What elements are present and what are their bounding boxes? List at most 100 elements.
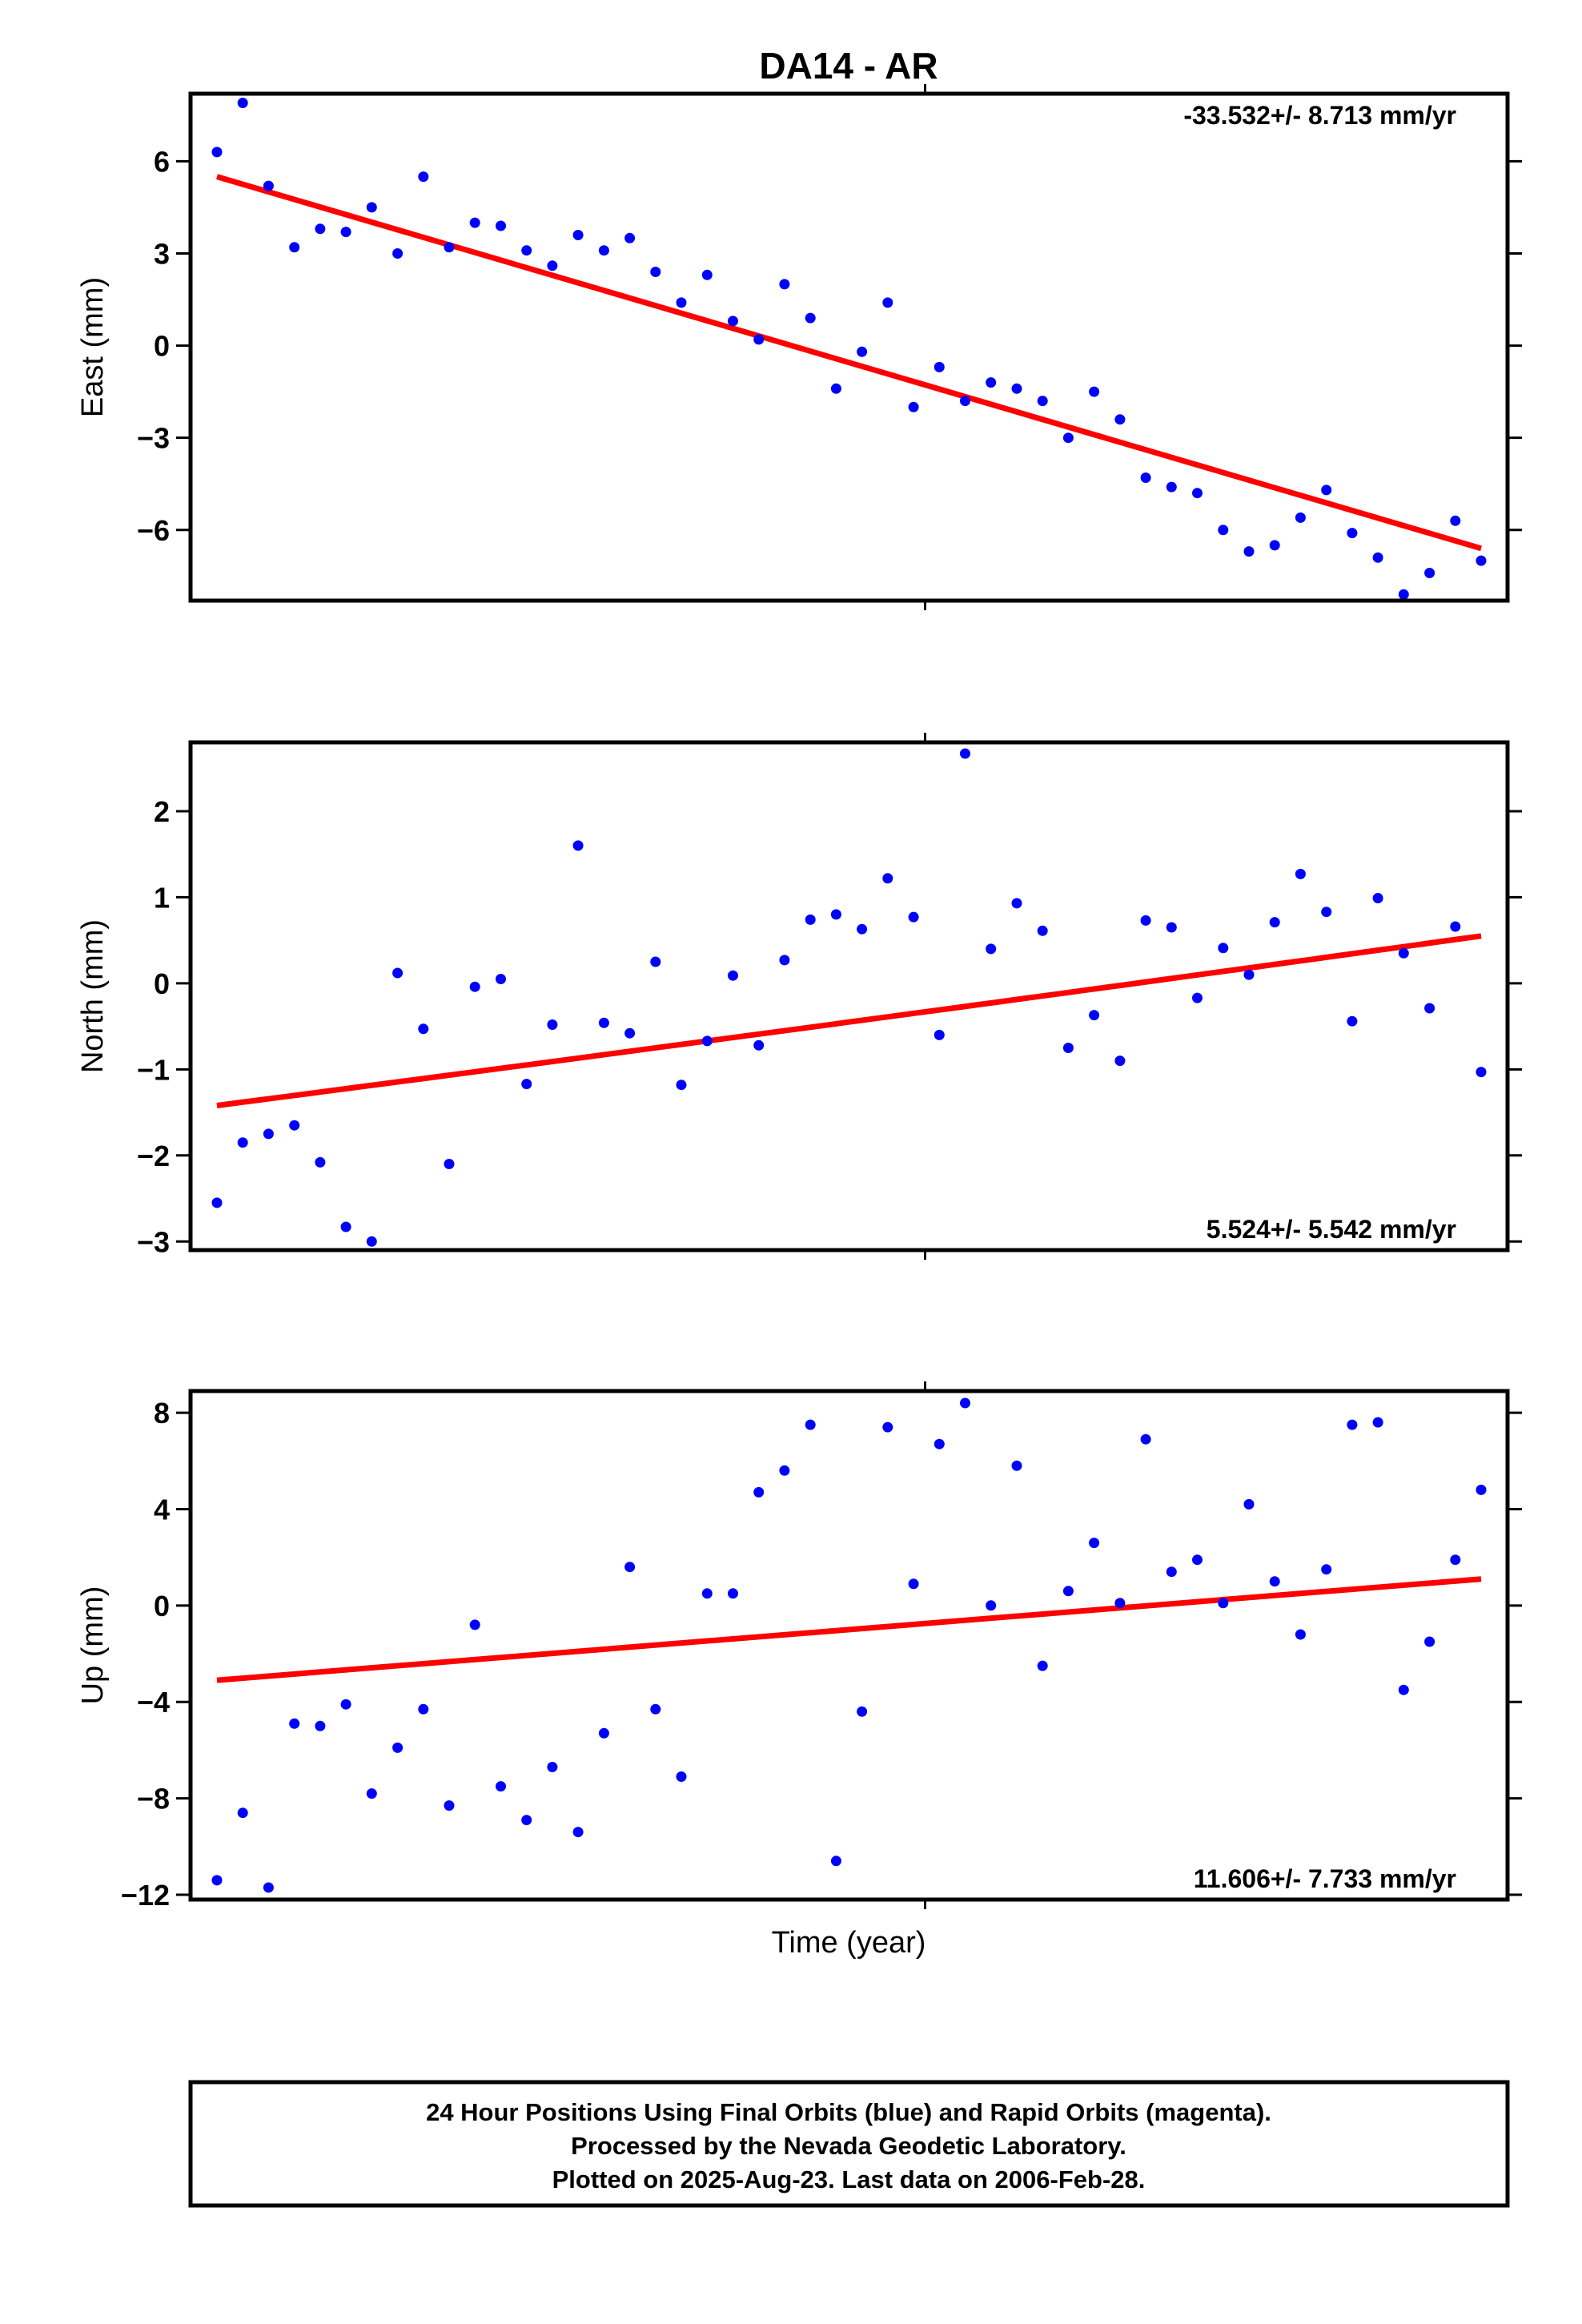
east-data-point xyxy=(805,312,816,324)
up-data-point xyxy=(857,1706,868,1717)
east-data-point xyxy=(960,396,970,407)
east-data-point xyxy=(1450,515,1461,526)
north-rate-label: 5.524+/- 5.542 mm/yr xyxy=(1207,1215,1456,1244)
up-data-point xyxy=(418,1703,429,1715)
north-y-tick-label: −2 xyxy=(137,1140,170,1172)
east-data-point xyxy=(1347,528,1358,539)
east-fit-line xyxy=(216,174,1482,552)
east-data-point xyxy=(934,361,945,372)
east-data-point xyxy=(469,217,480,228)
up-data-point xyxy=(1218,1598,1229,1609)
up-data-point xyxy=(237,1807,248,1819)
north-data-point xyxy=(1321,907,1332,918)
north-fit-line xyxy=(216,933,1482,1108)
east-data-point xyxy=(237,98,248,108)
up-data-point xyxy=(830,1856,841,1867)
north-panel: 2 1 0 −1 −2 −3 North (mm) 5.524+/- 5.542 mm/y… xyxy=(76,733,1522,1260)
up-data-point xyxy=(1062,1586,1074,1597)
north-data-point xyxy=(1398,947,1409,959)
east-data-point xyxy=(340,227,351,238)
up-data-point xyxy=(315,1720,326,1731)
east-data-point xyxy=(211,147,223,158)
east-data-point xyxy=(1476,555,1487,566)
up-y-tick-label: −4 xyxy=(137,1686,170,1719)
up-data-point xyxy=(728,1588,738,1599)
north-data-point xyxy=(340,1221,351,1232)
up-data-point xyxy=(701,1588,713,1599)
east-y-tick-label: −3 xyxy=(137,422,170,455)
up-data-point xyxy=(211,1875,223,1886)
east-data-point xyxy=(830,383,841,394)
east-data-point xyxy=(289,242,300,253)
up-data-point xyxy=(1011,1460,1022,1471)
east-points xyxy=(211,98,1487,600)
north-data-point xyxy=(1424,1003,1435,1014)
up-data-point xyxy=(805,1419,816,1430)
up-data-point xyxy=(392,1742,404,1753)
east-fit-curve xyxy=(216,174,1482,552)
north-y-tick-label: 1 xyxy=(154,881,170,914)
east-data-point xyxy=(908,401,919,412)
up-data-point xyxy=(444,1800,455,1811)
up-data-point xyxy=(753,1486,765,1498)
up-y-tick-label: −12 xyxy=(121,1879,170,1912)
up-data-point xyxy=(908,1578,919,1590)
north-data-point xyxy=(1037,925,1048,936)
footer-line-1: 24 Hour Positions Using Final Orbits (bl… xyxy=(426,2098,1271,2126)
up-frame xyxy=(188,1389,1510,1902)
east-data-point xyxy=(418,171,429,183)
east-data-point xyxy=(1140,472,1151,483)
north-data-point xyxy=(572,840,584,851)
north-fit-curve xyxy=(216,933,1482,1108)
east-data-point xyxy=(1243,546,1255,557)
east-data-point xyxy=(779,279,790,290)
east-data-point xyxy=(1269,540,1280,551)
up-data-point xyxy=(1114,1598,1126,1609)
east-data-point xyxy=(1037,396,1048,407)
north-y-tick-label: 0 xyxy=(154,967,170,1000)
north-data-point xyxy=(366,1236,377,1247)
north-data-point xyxy=(496,974,506,984)
up-data-point xyxy=(676,1771,687,1782)
east-data-point xyxy=(676,297,687,308)
east-y-tick-label: 0 xyxy=(154,330,170,363)
north-data-point xyxy=(908,911,919,923)
north-data-point xyxy=(986,943,997,955)
north-y-ticks: 2 1 0 −1 −2 −3 xyxy=(137,733,1522,1260)
north-data-point xyxy=(805,914,816,925)
up-data-point xyxy=(986,1600,997,1611)
north-data-point xyxy=(1140,915,1151,926)
east-y-ticks: 6 3 0 −3 −6 xyxy=(137,84,1522,610)
north-points xyxy=(211,748,1487,1247)
north-data-point xyxy=(960,748,970,759)
east-data-point xyxy=(547,260,558,271)
east-data-point xyxy=(315,223,326,235)
up-data-point xyxy=(624,1562,636,1573)
east-data-point xyxy=(366,202,377,213)
north-data-point xyxy=(469,981,480,992)
east-y-tick-label: −6 xyxy=(137,514,170,547)
up-data-point xyxy=(521,1815,532,1826)
up-rate-label: 11.606+/- 7.733 mm/yr xyxy=(1194,1864,1456,1893)
north-data-point xyxy=(418,1023,429,1035)
north-data-point xyxy=(1192,992,1203,1003)
east-rate-label: -33.532+/- 8.713 mm/yr xyxy=(1183,101,1456,130)
north-data-point xyxy=(237,1137,248,1148)
up-data-point xyxy=(1166,1566,1177,1578)
up-data-point xyxy=(469,1619,480,1630)
east-data-point xyxy=(624,232,636,243)
up-fit-line xyxy=(216,1576,1482,1683)
north-data-point xyxy=(444,1159,455,1169)
east-data-point xyxy=(1062,432,1074,444)
north-data-point xyxy=(882,873,893,884)
east-data-point xyxy=(598,245,609,256)
up-y-tick-label: −8 xyxy=(137,1783,170,1815)
east-data-point xyxy=(1424,568,1435,578)
north-data-point xyxy=(547,1019,558,1030)
east-data-point xyxy=(392,248,404,259)
north-y-tick-label: −1 xyxy=(137,1053,170,1086)
north-data-point xyxy=(650,956,661,967)
up-data-point xyxy=(1192,1554,1203,1566)
north-data-point xyxy=(1269,917,1280,928)
